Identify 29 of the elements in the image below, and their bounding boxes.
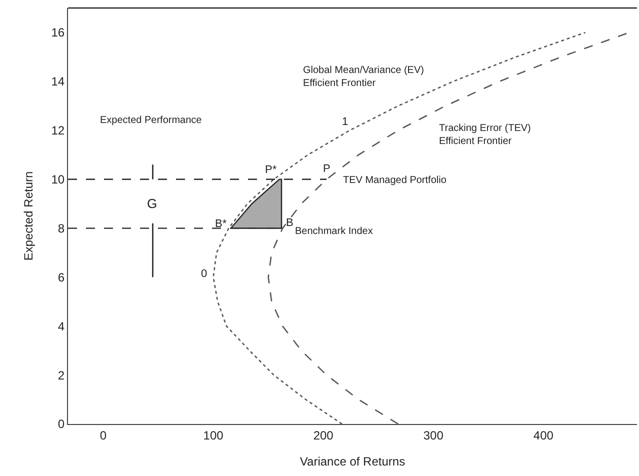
annotation: Tracking Error (TEV) Efficient Frontier [439,123,531,147]
annotation: B* [215,218,228,230]
y-tick-label: 12 [51,124,65,138]
x-tick-label: 400 [533,428,554,442]
x-tick-label: 0 [100,428,107,442]
annotation: Expected Performance [100,115,202,126]
annotation: 0 [201,268,208,280]
annotation: B [286,217,294,229]
annotation: 1 [342,116,348,128]
annotation: P [323,163,330,175]
annotation: P* [265,164,278,176]
y-axis-title: Expected Return [22,171,36,261]
annotation: TEV Managed Portfolio [343,175,447,186]
y-tick-label: 0 [58,417,65,432]
annotation: Global Mean/Variance (EV) Efficient Frontier [303,65,424,89]
x-axis-title: Variance of Returns [300,454,406,468]
y-tick-label: 14 [51,74,65,89]
y-tick-label: 2 [58,368,65,382]
y-tick-label: 6 [58,270,65,284]
x-tick-label: 200 [313,428,334,442]
y-tick-label: 4 [58,319,65,334]
y-tick-label: 10 [51,172,65,186]
y-tick-label: 8 [58,221,65,236]
line-series [212,32,586,424]
y-tick-label: 16 [51,26,65,40]
x-tick-label: 300 [423,428,444,442]
x-tick-label: 100 [203,428,224,442]
annotation: G [147,196,158,211]
annotation: Benchmark Index [295,226,373,237]
